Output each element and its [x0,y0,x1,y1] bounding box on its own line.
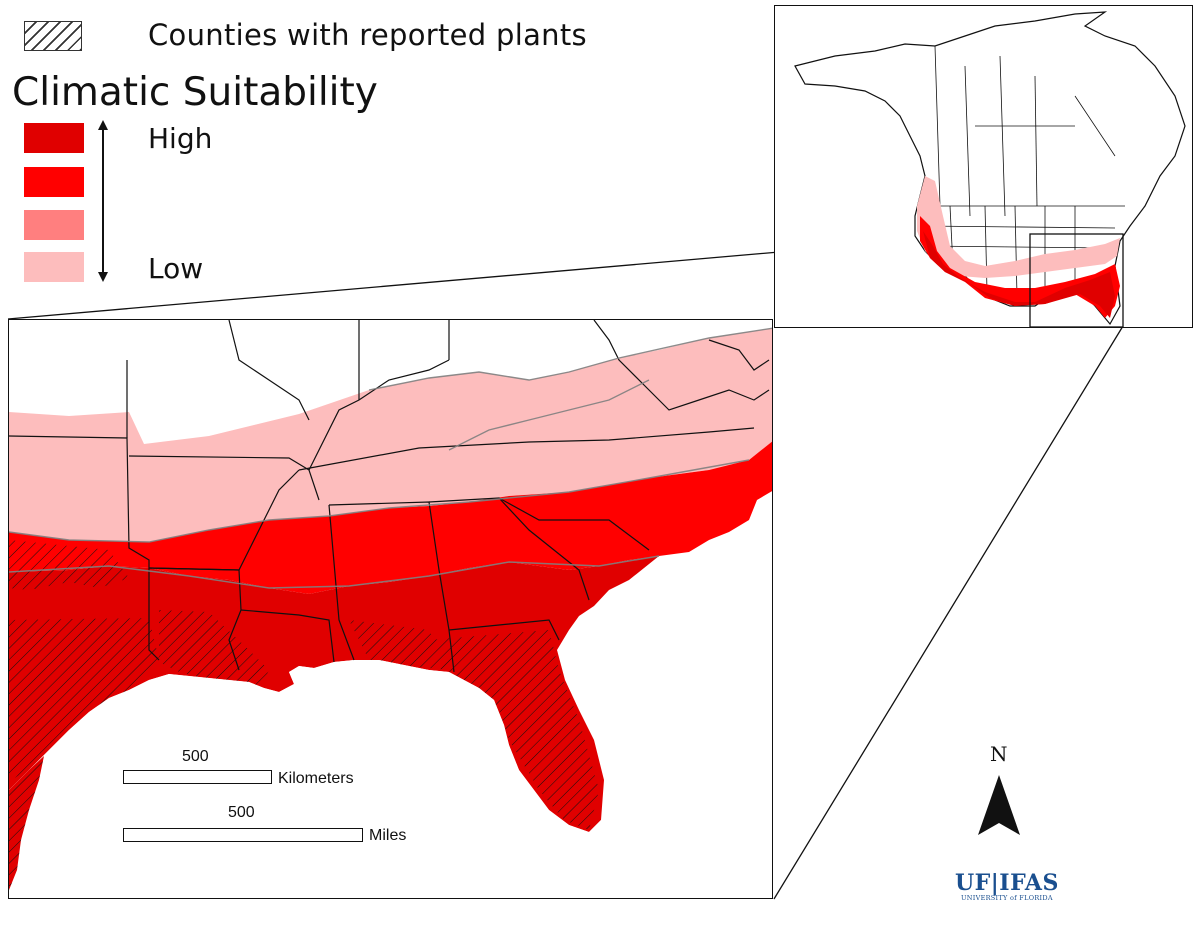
legend-hatch-swatch [24,21,82,51]
legend-title: Climatic Suitability [12,70,378,115]
logo-main-text: UF|IFAS [955,870,1059,896]
legend-swatch-low [24,252,84,282]
inset-map[interactable] [774,5,1193,328]
scalebar-km [123,770,272,784]
legend-high-label: High [148,122,213,155]
legend-swatch-high [24,167,84,197]
legend-low-label: Low [148,252,204,285]
north-arrow-icon [978,775,1020,835]
scalebar-km-unit: Kilometers [278,770,354,787]
scalebar-km-value: 500 [182,748,209,765]
scale-arrow-down-icon [98,272,108,282]
reported-counties-hatch [9,540,599,880]
inset-extent-rect [1029,233,1124,327]
main-map[interactable]: 500 Kilometers 500 Miles [8,319,773,899]
scalebar-mi-unit: Miles [369,827,407,844]
north-letter: N [990,742,1008,766]
legend-swatch-very-high [24,123,84,153]
inset-map-svg [794,11,1186,327]
scale-arrow-line [102,128,104,274]
legend-hatch-label: Counties with reported plants [148,18,587,52]
main-map-svg [9,320,772,898]
scale-arrow-up-icon [98,120,108,130]
logo-sub-text: UNIVERSITY of FLORIDA [960,894,1053,902]
north-america-outline [794,11,1186,326]
state-boundaries [9,320,770,673]
scalebar-mi-value: 500 [228,804,255,821]
legend-swatch-medium [24,210,84,240]
high-suitability-zone [9,441,772,594]
uf-ifas-logo: UF|IFAS UNIVERSITY of FLORIDA [955,870,1059,902]
low-suitability-zone [9,328,772,542]
scalebar-mi [123,828,363,842]
